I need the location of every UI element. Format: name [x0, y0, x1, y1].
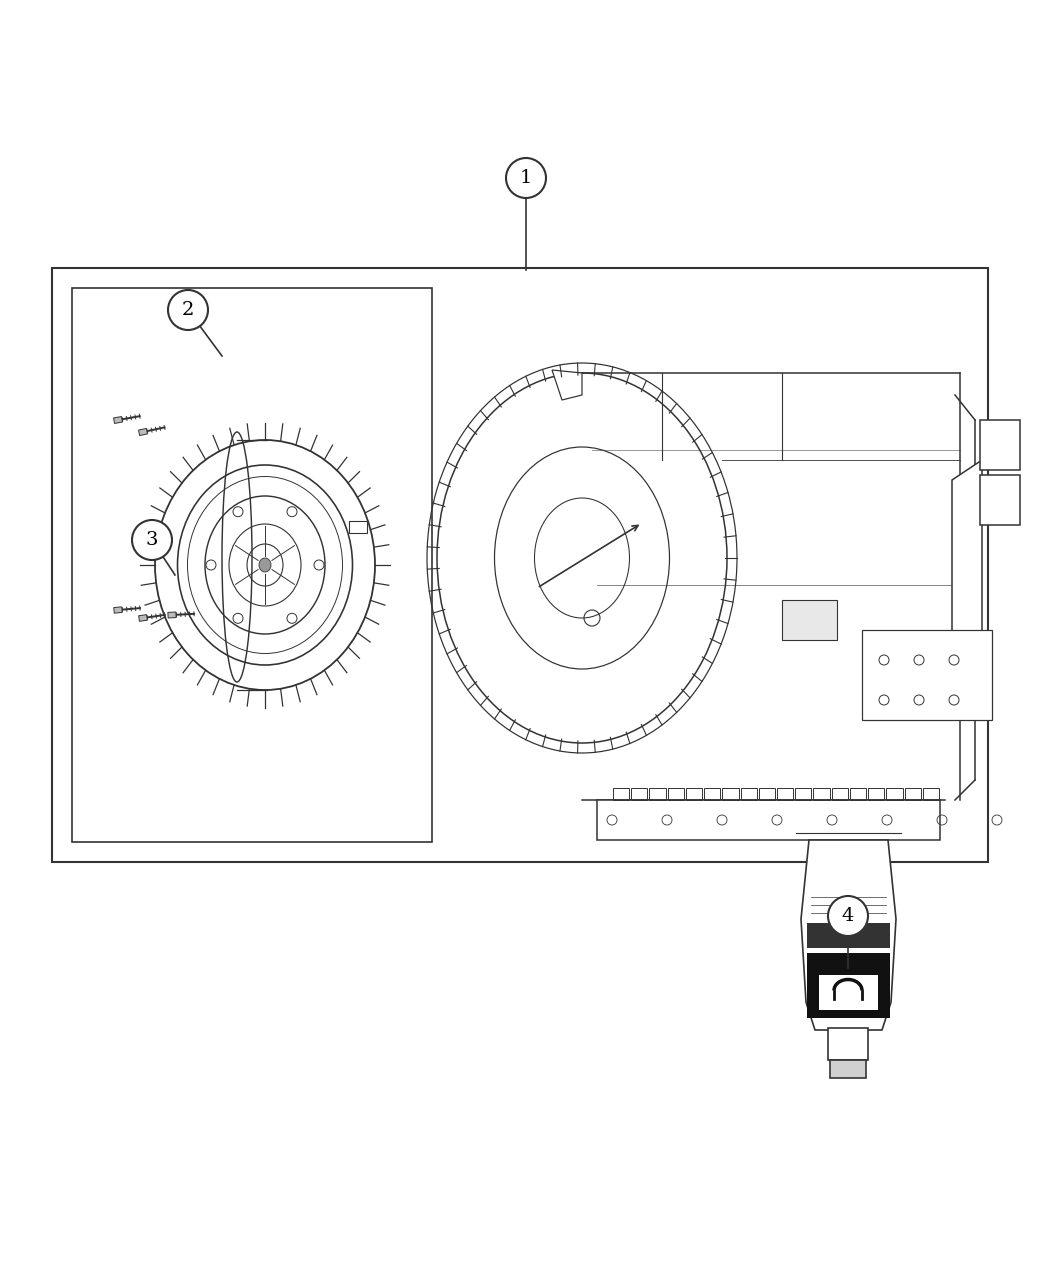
Text: 3: 3	[146, 530, 159, 550]
Bar	[830, 1060, 866, 1077]
Bar	[868, 788, 884, 799]
Bar	[582, 374, 960, 799]
Bar	[722, 788, 738, 799]
Polygon shape	[952, 460, 982, 720]
Bar	[819, 975, 878, 1010]
Polygon shape	[139, 428, 147, 436]
Polygon shape	[139, 615, 147, 621]
Bar	[686, 788, 702, 799]
Polygon shape	[168, 612, 176, 618]
Circle shape	[828, 896, 868, 936]
Text: 4: 4	[842, 907, 855, 924]
Text: 1: 1	[520, 170, 532, 187]
Bar	[705, 788, 720, 799]
Bar	[807, 923, 890, 949]
Bar	[807, 952, 890, 1017]
Polygon shape	[801, 840, 896, 1030]
Bar	[650, 788, 666, 799]
Bar	[828, 1028, 868, 1060]
Text: 2: 2	[182, 301, 194, 319]
Bar	[980, 476, 1020, 525]
Bar	[759, 788, 775, 799]
Bar	[849, 788, 866, 799]
Bar	[814, 788, 830, 799]
Circle shape	[506, 158, 546, 198]
Ellipse shape	[259, 558, 271, 572]
Polygon shape	[552, 370, 582, 400]
Bar	[782, 601, 837, 640]
Circle shape	[168, 289, 208, 330]
Bar	[777, 788, 793, 799]
Bar	[668, 788, 684, 799]
Bar	[832, 788, 848, 799]
Bar	[980, 419, 1020, 470]
Circle shape	[132, 520, 172, 560]
Bar	[740, 788, 757, 799]
Bar	[886, 788, 903, 799]
Bar	[350, 521, 368, 533]
Bar	[613, 788, 629, 799]
Bar	[631, 788, 648, 799]
Bar	[52, 268, 988, 862]
Ellipse shape	[437, 374, 727, 743]
Bar	[904, 788, 921, 799]
Polygon shape	[113, 607, 122, 613]
Polygon shape	[113, 417, 123, 423]
Bar	[923, 788, 939, 799]
Bar	[72, 288, 432, 842]
Bar	[862, 630, 992, 720]
Polygon shape	[597, 799, 940, 840]
Bar	[795, 788, 812, 799]
